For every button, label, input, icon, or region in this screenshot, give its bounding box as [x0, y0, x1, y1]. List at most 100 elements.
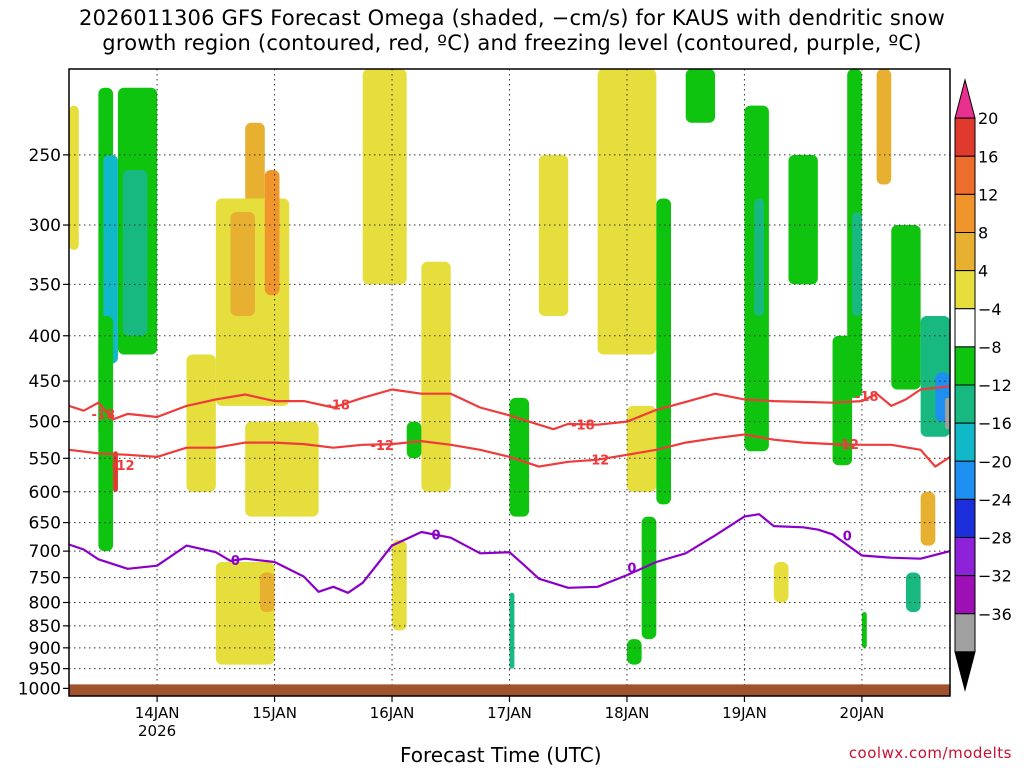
- omega-region: [876, 69, 892, 185]
- contour-line-0: [69, 513, 950, 594]
- y-tick-label: 700: [29, 542, 61, 562]
- temperature-contours: [69, 385, 950, 594]
- y-tick-label: 800: [29, 594, 61, 614]
- colorbar-swatch: [954, 308, 976, 348]
- colorbar-label: −32: [978, 567, 1012, 586]
- y-tick-label: 500: [29, 413, 61, 433]
- omega-region: [509, 592, 515, 669]
- colorbar-label: 16: [978, 147, 998, 166]
- x-tick-label: 15JAN: [252, 704, 297, 722]
- y-tick-label: 600: [29, 483, 61, 503]
- colorbar-swatch: [954, 193, 976, 233]
- contour-label: -12: [835, 438, 859, 453]
- contour-label: -18: [855, 390, 879, 405]
- y-tick-label: 400: [29, 327, 61, 347]
- colorbar-label: 4: [978, 262, 988, 281]
- colorbar-swatch: [954, 460, 976, 500]
- colorbar-swatch: [954, 232, 976, 272]
- omega-region: [905, 572, 921, 613]
- omega-region: [362, 69, 407, 285]
- colorbar-swatch: [954, 346, 976, 386]
- chart-title: 2026011306 GFS Forecast Omega (shaded, −…: [0, 6, 1024, 56]
- colorbar-label: −20: [978, 452, 1012, 471]
- colorbar-label: −8: [978, 338, 1002, 357]
- y-tick-label: 300: [29, 216, 61, 236]
- contour-label: -12: [370, 439, 394, 454]
- omega-region: [773, 561, 789, 603]
- y-tick-label: 250: [29, 146, 61, 166]
- contour-label: 0: [432, 528, 441, 543]
- contour-label: -18: [571, 419, 595, 434]
- colorbar-swatch: [954, 613, 976, 653]
- colorbar-label: −16: [978, 414, 1012, 433]
- omega-region: [597, 69, 657, 355]
- colorbar-label: −12: [978, 376, 1012, 395]
- omega-region: [264, 169, 280, 296]
- y-tick-label: 900: [29, 639, 61, 659]
- colorbar-arrow-top: [954, 78, 976, 119]
- y-tick-label: 1000: [18, 679, 61, 699]
- y-tick-label: 350: [29, 275, 61, 295]
- contour-label: -12: [586, 454, 610, 469]
- contour-label: -18: [92, 408, 116, 423]
- omega-region: [509, 397, 530, 517]
- x-tick-label: 14JAN: [135, 704, 180, 722]
- omega-region: [626, 405, 657, 492]
- contour-label: 0: [843, 529, 852, 544]
- colorbar-label: 20: [978, 109, 998, 128]
- omega-region: [945, 397, 950, 430]
- y-tick-label: 950: [29, 660, 61, 680]
- colorbar-swatch: [954, 575, 976, 615]
- omega-region: [656, 198, 672, 505]
- omega-region: [861, 612, 867, 648]
- colorbar-label: −4: [978, 300, 1002, 319]
- colorbar: 20 16 12 8 4 −4 −8 −12 −16 −20 −24 −28 −32 −36: [954, 78, 1012, 692]
- x-tick-label: 18JAN: [605, 704, 650, 722]
- y-tick-label: 650: [29, 514, 61, 534]
- x-tick-label: 20JAN: [840, 704, 885, 722]
- colorbar-swatch: [954, 537, 976, 577]
- x-tick-label: 17JAN: [487, 704, 532, 722]
- y-axis: 2503003504004505005506006507007508008509…: [18, 146, 69, 699]
- colorbar-label: −24: [978, 490, 1012, 509]
- omega-region: [113, 451, 118, 492]
- omega-region: [641, 516, 657, 640]
- colorbar-swatch: [954, 270, 976, 310]
- omega-region: [685, 69, 716, 123]
- omega-region: [69, 105, 79, 250]
- colorbar-label: 12: [978, 185, 998, 204]
- x-axis-title: Forecast Time (UTC): [400, 743, 602, 767]
- contour-labels: -18 -18 -18 -18 -12 -12 -12 -12 0 0 0 0: [92, 390, 879, 576]
- omega-region: [392, 539, 407, 631]
- contour-line-minus12: [69, 433, 950, 468]
- omega-shading: [69, 69, 950, 669]
- x-tick-label: 19JAN: [722, 704, 767, 722]
- x-tick-sublabel: 2026: [138, 722, 176, 740]
- omega-region: [186, 354, 216, 492]
- omega-region: [421, 261, 451, 492]
- colorbar-swatch: [954, 117, 976, 157]
- colorbar-swatch: [954, 155, 976, 195]
- y-tick-label: 450: [29, 372, 61, 392]
- colorbar-arrow-bottom: [954, 651, 976, 692]
- omega-region: [103, 154, 118, 364]
- contour-label: -18: [326, 398, 350, 413]
- omega-region: [122, 169, 148, 336]
- x-tick-label: 16JAN: [370, 704, 415, 722]
- chart-title-line-1: 2026011306 GFS Forecast Omega (shaded, −…: [79, 6, 945, 30]
- omega-region: [259, 572, 275, 613]
- y-tick-label: 850: [29, 617, 61, 637]
- omega-region: [245, 421, 319, 517]
- omega-region: [788, 154, 818, 285]
- omega-region: [920, 491, 936, 546]
- omega-region: [754, 198, 765, 317]
- credit-link[interactable]: coolwx.com/modelts: [848, 744, 1012, 762]
- contour-label: -12: [111, 459, 135, 474]
- omega-region: [832, 335, 853, 466]
- omega-region: [406, 421, 422, 459]
- ground-surface: [69, 684, 950, 696]
- omega-region: [852, 211, 862, 317]
- ground-fill: [69, 684, 950, 696]
